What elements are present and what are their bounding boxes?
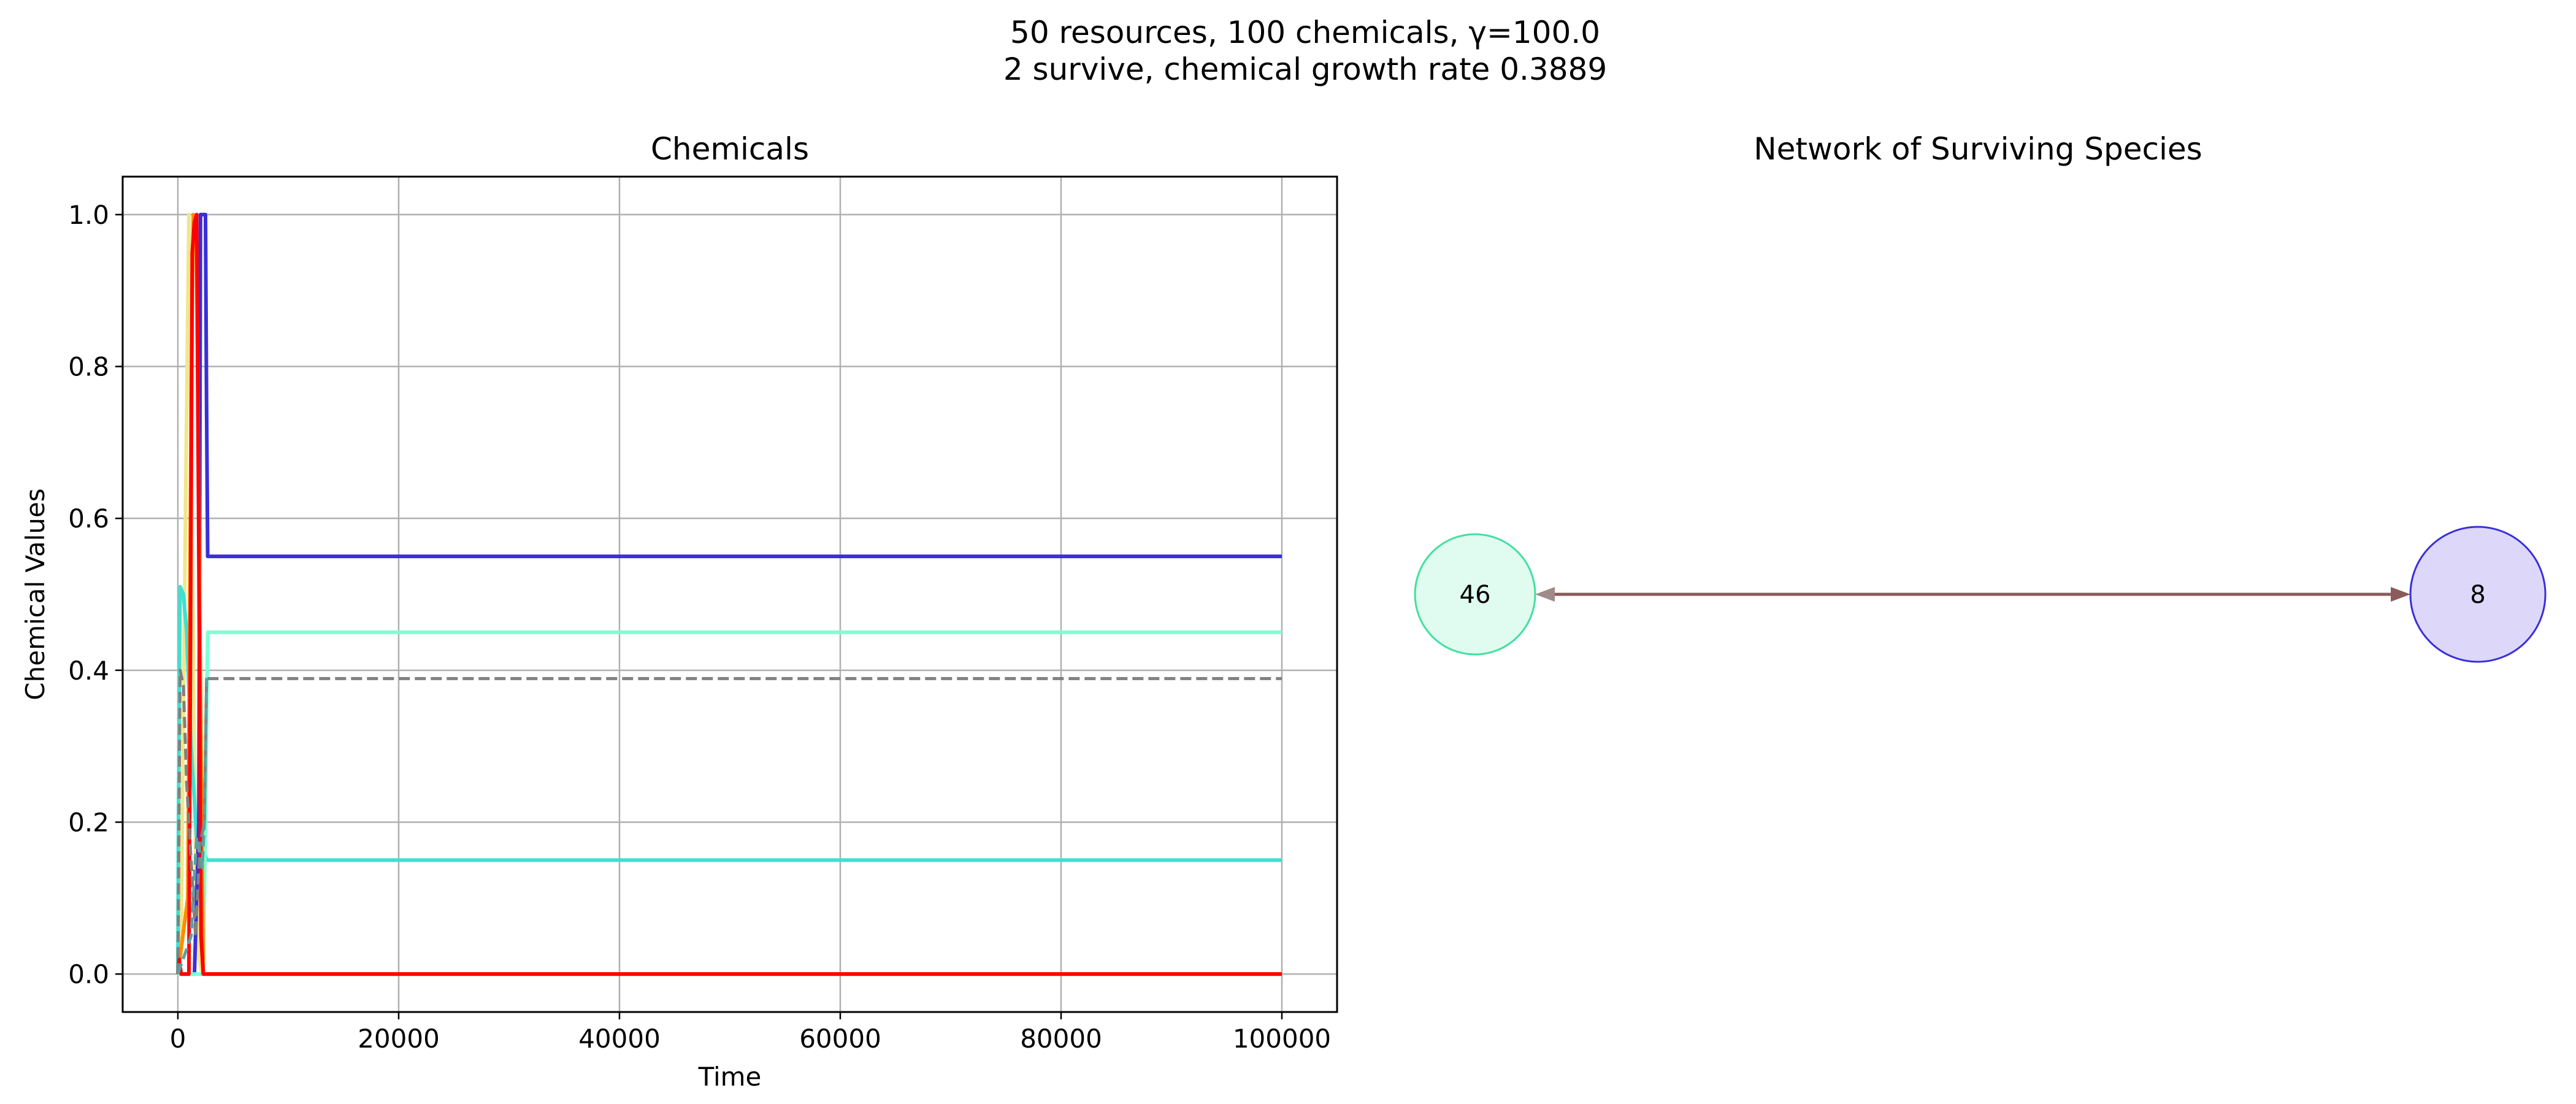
network-chart: Network of Surviving Species 46 8	[1414, 131, 2547, 663]
suptitle-line1: 50 resources, 100 chemicals, γ=100.0	[1010, 15, 1600, 50]
series-line-2	[178, 212, 1282, 976]
node-label: 8	[2470, 581, 2485, 609]
chemicals-title: Chemicals	[651, 131, 809, 167]
x-tick-label: 40000	[578, 1024, 661, 1054]
y-tick-label: 0.6	[68, 504, 109, 534]
chemicals-chart: Chemicals 0 20000 40000 60000 80000 100000 0.0…	[20, 131, 1338, 1092]
y-axis-label: Chemical Values	[20, 488, 50, 700]
x-tick-label: 80000	[1020, 1024, 1102, 1054]
y-tick-label: 0.0	[68, 959, 109, 989]
x-tick-label: 100000	[1233, 1024, 1331, 1054]
x-tick-label: 0	[170, 1024, 186, 1054]
network-node	[2409, 526, 2547, 663]
y-tick-label: 0.4	[68, 656, 109, 686]
x-tick-label: 20000	[358, 1024, 440, 1054]
series-group	[176, 212, 1282, 976]
series-line-3	[178, 630, 1282, 976]
y-tick-label: 0.8	[68, 352, 109, 382]
grid	[123, 177, 1337, 1012]
x-tick-label: 60000	[799, 1024, 881, 1054]
node-label: 46	[1460, 581, 1491, 609]
network-title: Network of Surviving Species	[1754, 131, 2202, 167]
suptitle-line2: 2 survive, chemical growth rate 0.3889	[1003, 52, 1607, 87]
network-group: 46 8	[1414, 526, 2547, 663]
tick-group: 0 20000 40000 60000 80000 100000 0.0 0.2 0.4 0.6 0…	[68, 200, 1331, 1054]
x-axis-label: Time	[698, 1062, 762, 1092]
series-line-1	[176, 585, 1282, 975]
edge-arrowhead	[2391, 587, 2410, 602]
y-tick-label: 1.0	[68, 200, 109, 230]
y-tick-label: 0.2	[68, 807, 109, 837]
series-line-7	[176, 678, 209, 975]
plot-frame	[121, 175, 1338, 1013]
edge-arrowhead	[1535, 587, 1555, 602]
network-node	[1414, 533, 1536, 656]
